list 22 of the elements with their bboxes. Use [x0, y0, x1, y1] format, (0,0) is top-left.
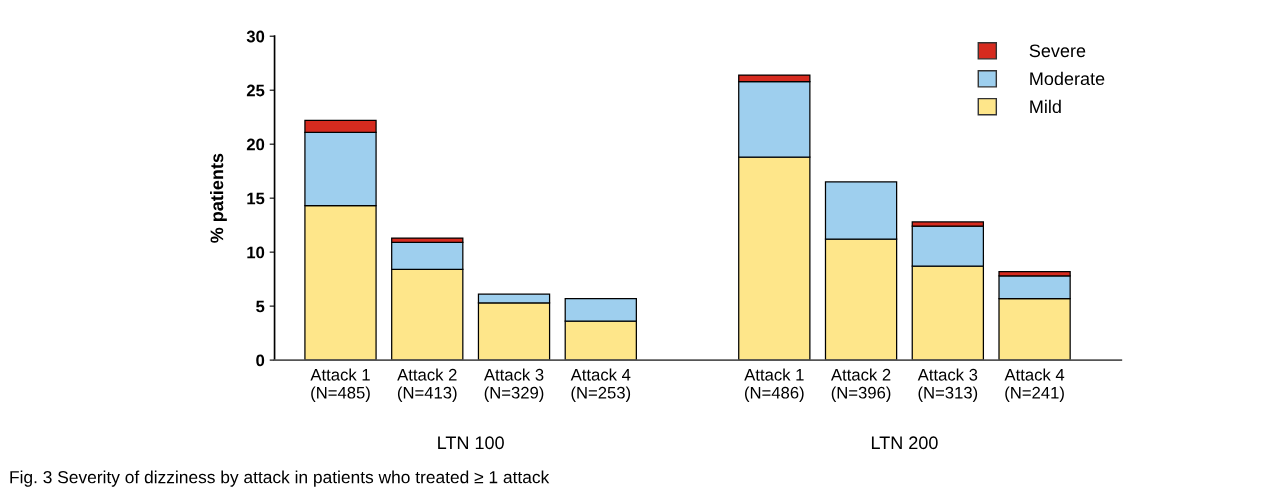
legend-label: Moderate [1030, 71, 1105, 86]
x-tick-label: Attack 1 (N=486) [744, 368, 804, 402]
x-tick-label: Attack 2 (N=413) [397, 368, 457, 402]
x-tick-label: Attack 3 (N=329) [483, 368, 544, 402]
y-tick-label: 10 [247, 246, 265, 259]
x-tick-label: Attack 1 (N=485) [310, 368, 370, 402]
x-tick-label: Attack 4 (N=241) [1004, 368, 1065, 402]
x-tick-label: Attack 4 (N=253) [570, 368, 631, 402]
y-tick-label: 30 [246, 30, 265, 43]
x-tick-label: Attack 2 (N=396) [830, 368, 891, 402]
y-tick-label: 15 [247, 192, 265, 205]
text: LTN 200 [871, 436, 938, 450]
x-tick-label: Attack 3 (N=313) [917, 368, 978, 402]
y-axis-title: % patients [210, 153, 227, 243]
legend-label: Severe [1029, 44, 1086, 58]
y-tick-label: 20 [246, 138, 265, 151]
legend-label: Mild [1030, 99, 1061, 114]
y-tick-label: 25 [246, 84, 265, 97]
y-tick-label: 5 [256, 300, 265, 313]
caption: Fig. 3 Severity of dizziness by attack in patients who treated ≥ 1 attack [10, 470, 550, 487]
y-tick-label: 0 [256, 354, 265, 367]
text: LTN 100 [438, 436, 504, 450]
